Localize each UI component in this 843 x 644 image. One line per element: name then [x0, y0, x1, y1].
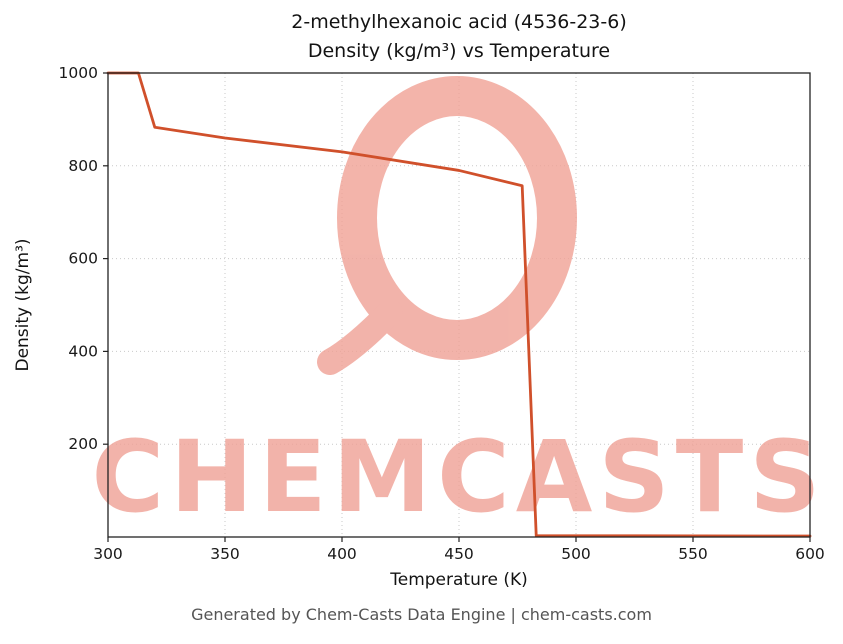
- x-tick-label: 600: [795, 545, 825, 563]
- watermark-ring-icon: [337, 76, 577, 360]
- plot-line: [106, 71, 812, 538]
- watermark: CHEMCASTS: [91, 76, 826, 535]
- y-tick-label: 200: [68, 435, 98, 453]
- footer-credit: Generated by Chem-Casts Data Engine | ch…: [191, 605, 652, 624]
- y-tick-label: 1000: [59, 64, 98, 82]
- x-tick-label: 500: [561, 545, 591, 563]
- x-tick-label: 350: [210, 545, 240, 563]
- chart-title: 2-methylhexanoic acid (4536-23-6) Densit…: [108, 8, 810, 65]
- x-tick-label: 450: [444, 545, 474, 563]
- x-tick-label: 400: [327, 545, 357, 563]
- y-tick-label: 800: [68, 157, 98, 175]
- y-tick-label: 400: [68, 342, 98, 360]
- x-axis-label: Temperature (K): [390, 570, 528, 590]
- y-tick-label: 600: [68, 250, 98, 268]
- y-axis-label: Density (kg/m³): [13, 238, 33, 372]
- watermark-text: CHEMCASTS: [91, 420, 826, 535]
- watermark-ring-tail-icon: [317, 299, 403, 375]
- x-tick-label: 300: [93, 545, 123, 563]
- chart-title-line2: Density (kg/m³) vs Temperature: [307, 39, 611, 62]
- x-tick-label: 550: [678, 545, 708, 563]
- chart-title-line1: 2-methylhexanoic acid (4536-23-6): [291, 11, 627, 33]
